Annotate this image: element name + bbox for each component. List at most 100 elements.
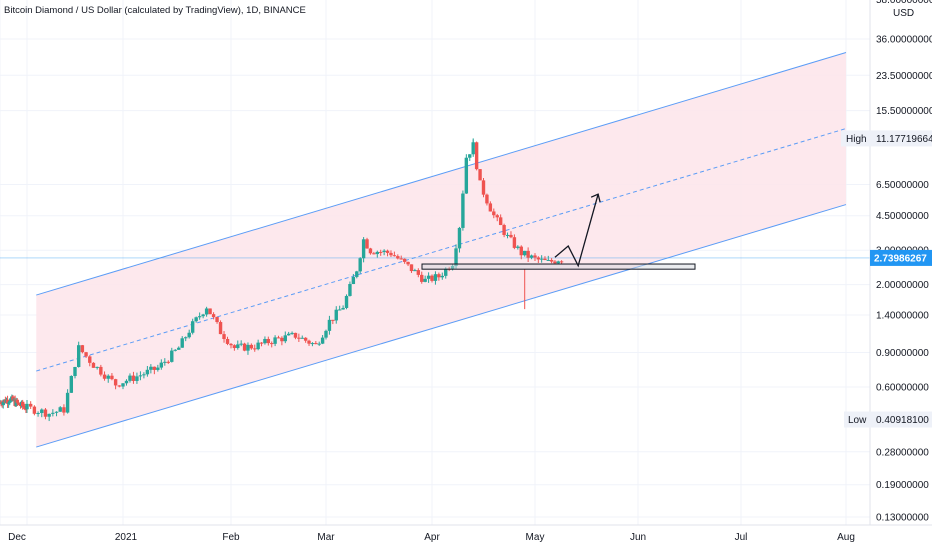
- candle-body: [450, 265, 455, 270]
- price-tick-label: 2.00000000: [876, 280, 929, 291]
- candle-body: [293, 332, 298, 338]
- candle-body: [11, 396, 15, 401]
- low-marker: [844, 411, 932, 428]
- time-tick-label: Dec: [8, 532, 26, 543]
- candle-body: [121, 383, 125, 387]
- candle-body: [478, 169, 482, 181]
- candle-body: [65, 392, 70, 413]
- candle-body: [99, 366, 103, 375]
- time-tick-label: Jul: [735, 532, 748, 543]
- candle-body: [420, 274, 424, 282]
- candle-body: [51, 412, 55, 414]
- candle-body: [110, 375, 114, 380]
- candle-body: [201, 314, 205, 317]
- candle-body: [232, 345, 237, 349]
- candle-body: [40, 409, 44, 414]
- chart-title: Bitcoin Diamond / US Dollar (calculated …: [4, 5, 306, 16]
- candle-body: [190, 321, 195, 333]
- candle-body: [28, 403, 33, 407]
- candle-body: [173, 349, 177, 351]
- candle-body: [392, 255, 397, 257]
- candle-body: [426, 275, 431, 279]
- time-tick-label: Apr: [424, 532, 440, 543]
- time-tick-label: Mar: [317, 532, 335, 543]
- candle-body: [54, 411, 59, 413]
- support-zone: [421, 263, 696, 270]
- candle-body: [399, 258, 403, 260]
- candle-body: [152, 366, 157, 370]
- candle-body: [361, 239, 366, 259]
- last-price-value: 2.73986267: [874, 253, 927, 264]
- price-tick-label: 6.50000000: [876, 180, 929, 191]
- high-marker-value: 11.17719664: [876, 134, 932, 145]
- candle-body: [290, 332, 294, 334]
- price-tick-label: 0.60000000: [876, 383, 929, 394]
- candle-body: [344, 295, 349, 308]
- candle-body: [273, 337, 277, 344]
- candle-body: [43, 409, 48, 417]
- candle-body: [17, 402, 22, 406]
- candle-body: [259, 342, 264, 344]
- candle-body: [36, 413, 40, 415]
- candle-body: [239, 343, 243, 345]
- candle-body: [519, 246, 523, 256]
- candle-body: [229, 343, 233, 346]
- candle-body: [348, 284, 352, 296]
- candle-body: [14, 399, 18, 406]
- candle-body: [307, 340, 311, 344]
- candle-body: [559, 261, 564, 263]
- projection-arrowhead: [590, 193, 601, 203]
- candle-body: [80, 345, 85, 353]
- candle-body: [303, 337, 308, 341]
- candle-body: [117, 385, 122, 387]
- candle-body: [396, 256, 400, 259]
- candle-body: [225, 338, 230, 344]
- candle-body: [341, 307, 345, 310]
- candle-body: [317, 343, 321, 345]
- candle-body: [533, 255, 537, 258]
- candle-body: [430, 275, 434, 281]
- candle-body: [297, 337, 301, 339]
- candle-body: [498, 217, 503, 226]
- candle-body: [102, 374, 107, 379]
- candle-body: [444, 268, 448, 276]
- candle-body: [468, 154, 472, 158]
- candle-body: [543, 258, 547, 260]
- candle-body: [286, 333, 291, 336]
- candle-body: [324, 330, 328, 338]
- candle-body: [310, 343, 315, 345]
- candle-body: [128, 375, 132, 381]
- candle-body: [368, 248, 373, 254]
- candle-body: [481, 180, 486, 195]
- price-tick-label: 0.90000000: [876, 348, 929, 359]
- candle-body: [6, 402, 11, 404]
- candle-body: [365, 239, 369, 249]
- candle-body: [166, 361, 170, 363]
- candle-body: [23, 406, 27, 410]
- candle-body: [62, 407, 66, 413]
- price-axis: [870, 0, 932, 550]
- candle-body: [91, 362, 96, 368]
- candle-body: [509, 234, 513, 238]
- candle-body: [170, 350, 174, 362]
- candle-body: [474, 142, 479, 170]
- price-tick-label: 23.50000000: [876, 71, 932, 82]
- projection-path: [554, 194, 599, 268]
- candle-body: [433, 274, 438, 281]
- candle-body: [184, 337, 188, 339]
- candle-body: [553, 261, 557, 264]
- currency-label: USD: [893, 8, 914, 19]
- candle-body: [222, 334, 226, 339]
- candle-body: [416, 270, 421, 275]
- high-marker-label: High: [846, 134, 867, 145]
- candle-body: [437, 274, 441, 278]
- candle-body: [180, 338, 184, 348]
- candle-body: [546, 259, 550, 261]
- time-tick-label: Jun: [630, 532, 646, 543]
- candle-body: [485, 194, 489, 204]
- candle-body: [379, 251, 383, 253]
- time-tick-label: Aug: [837, 532, 855, 543]
- candle-body: [25, 403, 29, 410]
- candle-body: [84, 352, 88, 357]
- candle-body: [495, 215, 499, 218]
